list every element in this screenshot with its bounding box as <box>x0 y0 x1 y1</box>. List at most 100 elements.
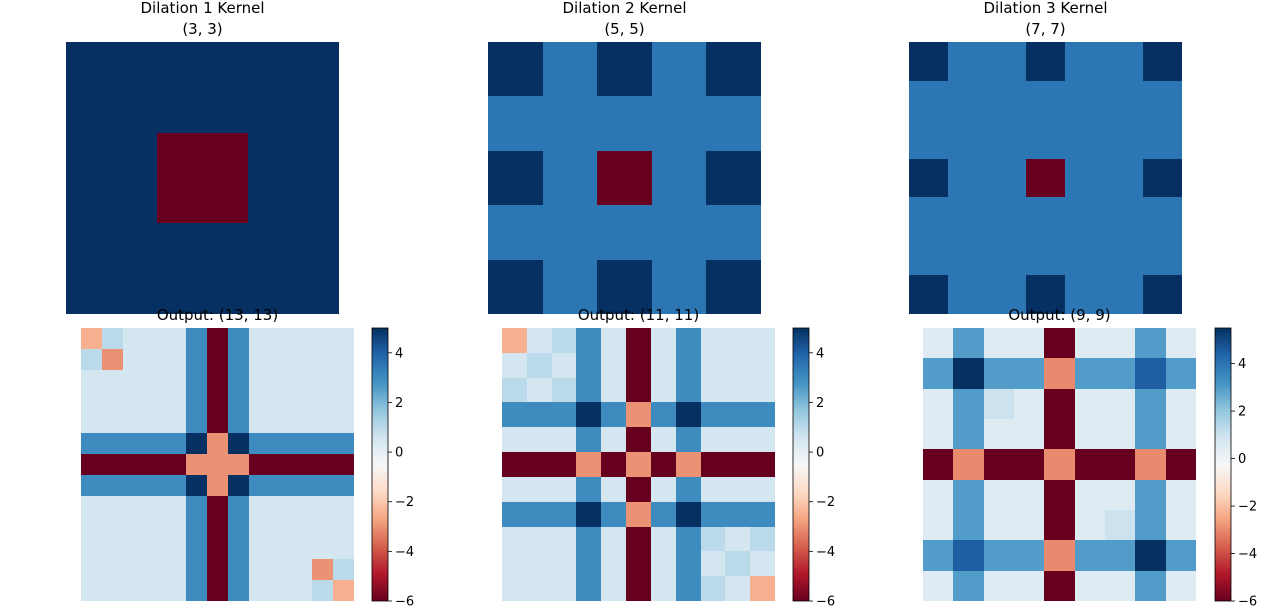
colorbar: 4 2 0 −2 −4 −6 <box>1214 327 1257 610</box>
heatmap-cell <box>909 81 948 120</box>
heatmap-cell <box>502 502 527 527</box>
heatmap-cell <box>249 580 270 601</box>
heatmap-cell <box>725 452 750 477</box>
heatmap-cell <box>123 349 144 370</box>
heatmap-cell <box>987 42 1026 81</box>
heatmap-cell <box>1014 571 1044 601</box>
heatmap-cell <box>701 502 725 527</box>
heatmap-cell <box>750 502 775 527</box>
heatmap-cell <box>228 433 249 454</box>
heatmap-cell <box>576 353 601 378</box>
heatmap-cell <box>165 475 186 496</box>
heatmap-cell <box>502 378 527 402</box>
heatmap-cell <box>953 358 984 389</box>
heatmap-cell <box>701 402 725 427</box>
heatmap-cell <box>248 133 339 223</box>
heatmap-cell <box>948 197 987 236</box>
heatmap-cell <box>312 538 333 559</box>
heatmap-cell <box>1135 389 1166 419</box>
heatmap-cell <box>1075 510 1105 540</box>
heatmap-cell <box>144 391 165 412</box>
heatmap-cell <box>576 427 601 452</box>
heatmap-cell <box>652 205 706 260</box>
heatmap-cell <box>651 427 676 452</box>
heatmap-cell <box>186 433 207 454</box>
heatmap-cell <box>953 571 984 601</box>
heatmap-cell <box>165 517 186 538</box>
heatmap-cell <box>157 133 248 223</box>
heatmap-cell <box>1166 449 1196 480</box>
heatmap-cell <box>165 580 186 601</box>
heatmap-cell <box>312 496 333 517</box>
heatmap-cell <box>1075 389 1105 419</box>
heatmap-cell <box>1014 358 1044 389</box>
heatmap-cell <box>701 576 725 601</box>
heatmap-cell <box>601 551 626 576</box>
heatmap-cell <box>102 433 123 454</box>
heatmap-cell <box>576 527 601 551</box>
colorbar-tick-label: 2 <box>395 396 403 411</box>
heatmap-cell <box>291 328 312 349</box>
heatmap-cell <box>676 402 701 427</box>
heatmap-cell <box>1014 328 1044 358</box>
heatmap-cell <box>291 496 312 517</box>
heatmap-cell <box>923 358 953 389</box>
heatmap-cell <box>144 580 165 601</box>
heatmap-cell <box>676 576 701 601</box>
heatmap-cell <box>291 538 312 559</box>
heatmap-cell <box>165 433 186 454</box>
heatmap-cell <box>102 475 123 496</box>
heatmap-cell <box>333 517 354 538</box>
heatmap-cell <box>270 391 291 412</box>
heatmap-cell <box>1135 328 1166 358</box>
heatmap-cell <box>651 402 676 427</box>
heatmap-cell <box>701 551 725 576</box>
heatmap-cell <box>626 452 651 477</box>
heatmap-cell <box>676 502 701 527</box>
heatmap-cell <box>706 42 761 96</box>
colorbar-tick-label: −2 <box>395 495 414 510</box>
heatmap-cell <box>725 502 750 527</box>
heatmap-cell <box>909 275 948 314</box>
heatmap-cell <box>186 454 207 475</box>
heatmap-cell <box>249 328 270 349</box>
heatmap-cell <box>228 412 249 433</box>
heatmap-cell <box>249 412 270 433</box>
heatmap-cell <box>1143 120 1182 159</box>
heatmap-cell <box>186 496 207 517</box>
heatmap-cell <box>651 527 676 551</box>
heatmap-cell <box>333 433 354 454</box>
heatmap-cell <box>1105 510 1135 540</box>
heatmap-cell <box>1166 480 1196 510</box>
heatmap-cell <box>249 496 270 517</box>
heatmap-cell <box>948 120 987 159</box>
heatmap-cell <box>312 517 333 538</box>
heatmap-cell <box>1075 419 1105 449</box>
panel-subtitle: (7, 7) <box>1025 20 1065 38</box>
heatmap-cell <box>651 576 676 601</box>
heatmap-cell <box>923 419 953 449</box>
heatmap-cell <box>543 96 597 151</box>
heatmap-cell <box>552 427 576 452</box>
heatmap-cell <box>1105 328 1135 358</box>
heatmap-cell <box>81 328 102 349</box>
heatmap-cell <box>750 477 775 502</box>
heatmap-cell <box>291 412 312 433</box>
colorbar-tick-label: −4 <box>816 545 835 560</box>
heatmap-cell <box>123 496 144 517</box>
heatmap-cell <box>81 349 102 370</box>
heatmap-cell <box>1026 159 1065 197</box>
heatmap-cell <box>291 433 312 454</box>
heatmap-cell <box>987 236 1026 275</box>
heatmap-cell <box>948 275 987 314</box>
heatmap-cell <box>123 517 144 538</box>
heatmap-cell <box>270 370 291 391</box>
heatmap-cell <box>165 496 186 517</box>
heatmap-cell <box>1166 328 1196 358</box>
heatmap-cell <box>228 517 249 538</box>
heatmap-cell <box>291 349 312 370</box>
heatmap-panel-4: Output: (13, 13) 4 2 0 −2 −4 −6 <box>81 306 414 610</box>
heatmap-cell <box>984 419 1014 449</box>
heatmap-cell <box>601 427 626 452</box>
heatmap-cell <box>601 502 626 527</box>
